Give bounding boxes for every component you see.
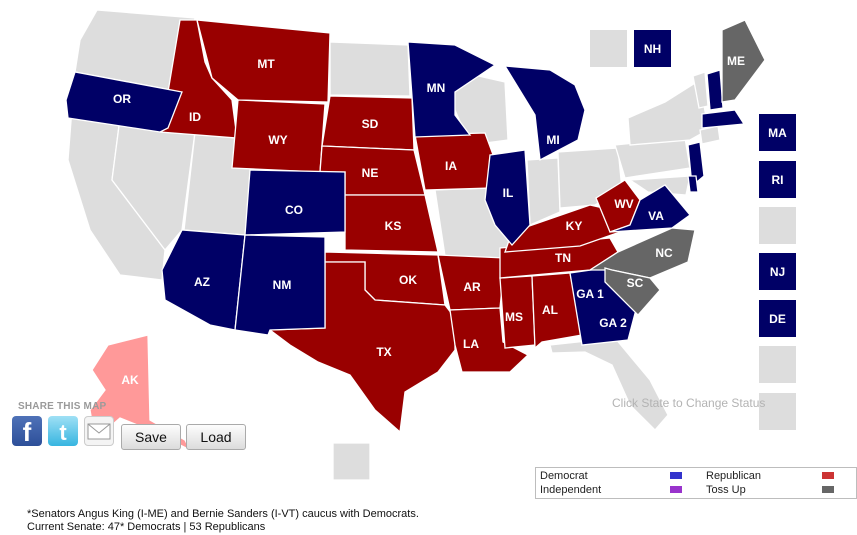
state-box-ma[interactable]: MA — [759, 114, 796, 151]
state-ct[interactable] — [699, 125, 721, 145]
no-race-states — [67, 9, 721, 481]
legend-democrat-label: Democrat — [540, 470, 588, 482]
state-hi[interactable] — [332, 442, 371, 481]
state-box-label: NJ — [769, 264, 786, 279]
footnote-caucus: *Senators Angus King (I-ME) and Bernie S… — [27, 508, 419, 520]
state-nh[interactable] — [706, 69, 724, 111]
state-ar[interactable] — [437, 254, 506, 311]
state-box-nj[interactable]: NJ — [759, 253, 796, 290]
state-fl[interactable] — [549, 337, 669, 431]
state-ms[interactable] — [499, 275, 536, 349]
legend-independent-label: Independent — [540, 484, 602, 496]
state-il[interactable] — [484, 149, 531, 246]
state-box-nh[interactable]: NH — [634, 30, 671, 67]
state-co[interactable] — [244, 169, 346, 236]
twitter-icon[interactable]: t — [48, 416, 78, 446]
state-box-label: NH — [643, 41, 662, 56]
state-pa[interactable] — [614, 137, 691, 179]
legend-independent-swatch — [670, 486, 682, 493]
state-de[interactable] — [687, 175, 699, 193]
state-box-dc[interactable] — [759, 393, 796, 430]
democrat-states — [65, 41, 746, 346]
state-ia[interactable] — [414, 132, 496, 191]
state-md[interactable] — [628, 175, 691, 196]
state-sc[interactable] — [604, 267, 661, 316]
state-box-label: MA — [768, 125, 787, 140]
state-nj[interactable] — [687, 141, 705, 188]
legend-tossup-swatch — [822, 486, 834, 493]
save-button[interactable]: Save — [121, 424, 181, 450]
footnote: *Senators Angus King (I-ME) and Bernie S… — [27, 508, 419, 534]
state-ks[interactable] — [344, 194, 439, 253]
state-box-blank[interactable] — [590, 30, 627, 67]
legend-republican-label: Republican — [706, 470, 762, 482]
tossup-states — [587, 19, 766, 316]
click-hint: Click State to Change Status — [612, 396, 766, 410]
state-al[interactable] — [531, 272, 583, 350]
footnote-senate-count: Current Senate: 47* Democrats | 53 Repub… — [27, 521, 266, 533]
legend: Democrat Republican Independent Toss Up — [535, 467, 857, 499]
legend-democrat-swatch — [670, 472, 682, 479]
legend-republican-swatch — [822, 472, 834, 479]
state-ma[interactable] — [701, 109, 746, 129]
load-button[interactable]: Load — [186, 424, 246, 450]
state-nm[interactable] — [234, 234, 326, 336]
state-box-label: DE — [769, 311, 786, 326]
state-box-ct[interactable] — [759, 207, 796, 244]
state-tx[interactable] — [268, 261, 456, 434]
email-icon[interactable] — [84, 416, 114, 446]
state-sd[interactable] — [321, 95, 415, 151]
svg-text:f: f — [23, 417, 32, 446]
state-me[interactable] — [721, 19, 766, 103]
state-box-ri[interactable]: RI — [759, 161, 796, 198]
state-la[interactable] — [449, 307, 530, 373]
state-box-de[interactable]: DE — [759, 300, 796, 337]
share-title: SHARE THIS MAP — [18, 401, 107, 412]
state-nd[interactable] — [329, 41, 411, 97]
state-vt[interactable] — [692, 71, 709, 109]
republican-states — [159, 19, 641, 434]
state-box-md[interactable] — [759, 346, 796, 383]
state-mi[interactable] — [503, 65, 586, 162]
state-wy[interactable] — [231, 99, 326, 173]
state-az[interactable] — [161, 229, 246, 331]
state-mn[interactable] — [407, 41, 497, 138]
state-or[interactable] — [65, 71, 183, 133]
facebook-icon[interactable]: f — [12, 416, 42, 447]
state-mt[interactable] — [196, 19, 331, 103]
legend-tossup-label: Toss Up — [706, 484, 746, 496]
state-box-label: RI — [771, 172, 784, 187]
svg-text:t: t — [59, 420, 67, 445]
state-in[interactable] — [526, 157, 561, 226]
